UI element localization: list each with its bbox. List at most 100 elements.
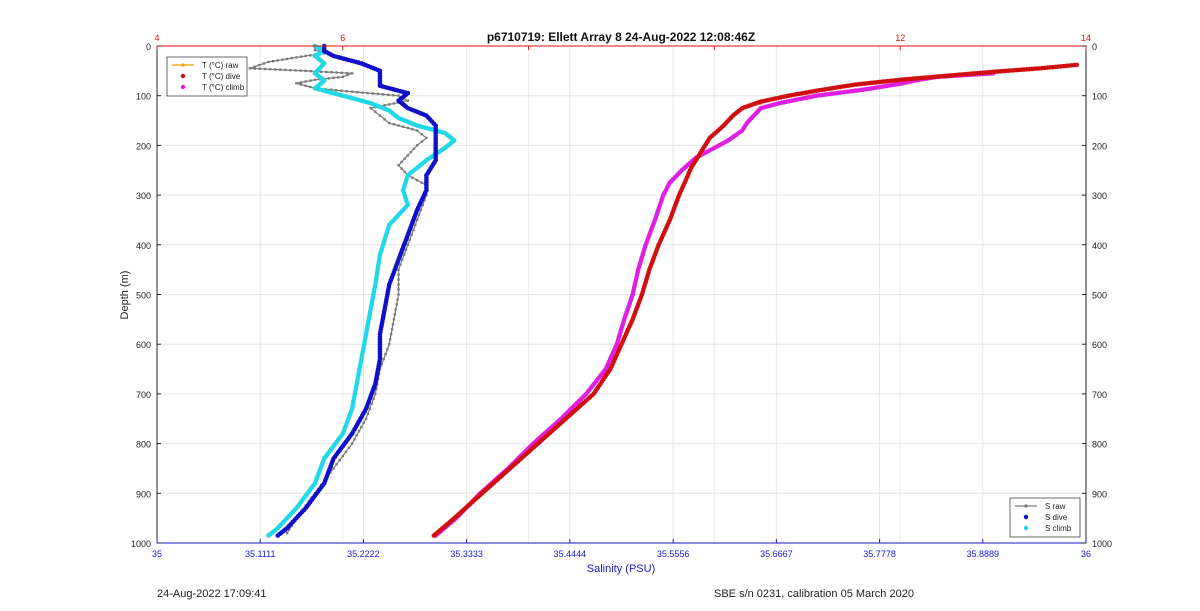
data-point-s-raw [288,528,291,531]
data-point-s-raw [400,167,403,170]
data-point-s-raw [369,106,372,110]
data-point-s-raw [258,67,262,71]
legend-item: T (°C) climb [180,83,245,92]
data-point-s-raw [335,71,338,74]
data-point-s-raw [425,193,428,197]
legend-item: S climb [1023,524,1072,533]
data-point-s-raw [397,273,400,276]
data-point-s-raw [392,318,396,321]
data-point-s-raw [392,123,396,126]
data-point-s-raw [323,52,326,55]
data-point-s-raw [357,429,361,433]
legend-item: T (°C) dive [180,72,241,81]
data-point-s-raw [423,198,426,202]
data-point-s-raw [309,79,312,82]
data-point-s-raw [388,343,391,346]
data-point-s-raw [347,446,351,449]
data-point-s-raw [396,298,399,301]
data-point-s-raw [360,425,363,429]
footer-timestamp: 24-Aug-2022 17:09:41 [157,588,267,600]
x-bottom-tick-label: 35.1111 [245,549,276,559]
data-point-s-raw [350,90,354,93]
data-point-s-dive [275,533,281,538]
data-point-s-raw [411,128,414,131]
data-point-s-raw [378,114,382,117]
legend-swatch-marker [181,63,185,67]
data-point-s-raw [338,458,341,462]
data-point-s-raw [408,238,411,242]
x-bottom-tick-label: 35.6667 [760,549,793,559]
data-point-s-raw [248,67,252,70]
data-point-s-raw [262,62,266,65]
data-point-s-raw [341,454,344,458]
data-point-s-raw [329,88,333,91]
data-point-s-raw [257,63,261,67]
data-point-s-raw [263,67,267,71]
x-bottom-tick-label: 35.5556 [657,549,690,559]
chart-title: p6710719: Ellett Array 8 24-Aug-2022 12:… [487,30,755,44]
data-point-s-raw [420,133,423,136]
data-point-s-raw [295,56,298,59]
data-point-s-raw [299,69,302,72]
series-layer [248,43,1080,538]
data-point-s-raw [332,467,335,470]
data-point-s-raw [253,67,257,70]
data-point-s-raw [388,121,391,125]
data-point-s-raw [267,60,270,64]
data-point-s-raw [309,54,312,57]
data-point-s-raw [394,308,397,311]
data-point-s-raw [412,147,416,150]
axis-tick-labels: 0 0 100 100 200 200 300 300 400 400 500 500 600 600 70… [131,33,1112,559]
data-point-s-raw [364,417,368,420]
data-point-s-raw [341,75,344,79]
y-tick-label-left: 800 [136,440,151,450]
x-top-tick-label: 4 [154,33,159,43]
legend-box [1009,497,1081,538]
legend-swatch-marker [1024,504,1028,508]
legend-label: S raw [1045,502,1066,511]
data-point-s-raw [409,150,413,154]
data-point-t-c-dive [431,533,437,538]
data-point-s-raw [304,54,307,58]
data-point-s-raw [309,85,312,89]
y-tick-label-right: 300 [1092,191,1107,201]
legend-box [166,56,248,97]
data-point-s-raw [414,223,417,227]
data-point-s-raw [374,110,377,114]
data-point-s-raw [368,407,371,411]
legend-salinity: S raw S dive S climb [1009,497,1081,538]
data-point-s-raw [376,92,380,96]
data-point-s-raw [392,102,396,105]
y-tick-label-right: 700 [1092,390,1107,400]
x-bottom-tick-label: 35.3333 [450,549,483,559]
data-point-s-raw [350,442,354,445]
data-point-s-raw [370,402,373,406]
data-point-s-raw [417,213,421,217]
data-point-s-raw [397,164,400,167]
data-point-s-raw [412,228,415,232]
data-point-s-raw [299,81,303,84]
data-point-s-raw [304,80,307,83]
legend-item: S dive [1023,513,1068,522]
x-bottom-tick-label: 36 [1081,549,1091,559]
legend-label: T (°C) dive [202,72,241,81]
x-bottom-tick-label: 35 [152,549,162,559]
data-point-s-raw [313,78,317,81]
x-top-tick-label: 12 [895,33,905,43]
data-point-s-raw [402,253,406,256]
data-point-s-raw [415,129,419,132]
y-tick-label-right: 200 [1092,141,1107,151]
data-point-s-raw [406,99,410,102]
data-point-s-raw [366,91,369,95]
data-point-s-raw [389,333,393,336]
data-point-s-raw [340,89,343,92]
data-point-s-raw [403,170,406,174]
data-point-s-raw [387,93,390,97]
data-point-s-raw [400,160,403,164]
data-point-s-raw [392,94,395,97]
y-tick-label-right: 500 [1092,291,1107,301]
data-point-s-raw [330,71,333,74]
x-bottom-tick-label: 35.2222 [347,549,380,559]
data-point-s-raw [289,68,292,72]
data-point-s-raw [421,203,424,207]
